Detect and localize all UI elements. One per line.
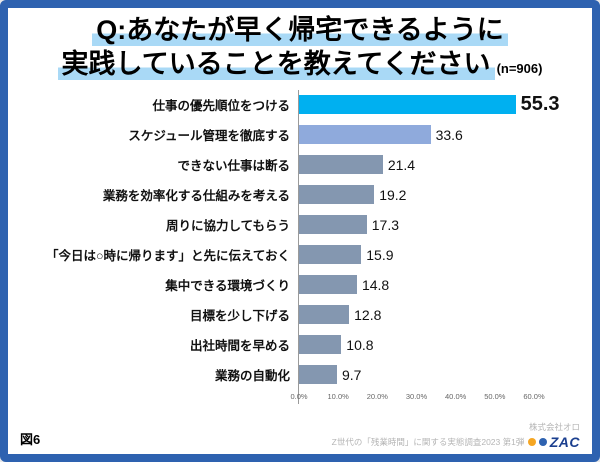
- logo-blue-dot-icon: [538, 438, 547, 446]
- category-label: 目標を少し下げる: [189, 309, 290, 323]
- logo-text: ZAC: [549, 434, 580, 450]
- bar-row: 出社時間を早める 10.8: [8, 329, 592, 360]
- bar: [299, 95, 516, 114]
- bar: [299, 155, 383, 174]
- bar-row: 仕事の優先順位をつける 55.3: [8, 89, 592, 120]
- plot-area: 12.8: [298, 299, 592, 330]
- plot-area: 19.2: [298, 179, 592, 210]
- value-label: 55.3: [520, 93, 560, 115]
- bar: [299, 125, 431, 144]
- category-label: 業務の自動化: [214, 369, 290, 383]
- category-label: 集中できる環境づくり: [165, 279, 290, 293]
- bar-row: 「今日は○時に帰ります」と先に伝えておく 15.9: [8, 239, 592, 270]
- plot-area: 17.3: [298, 209, 592, 240]
- plot-area: 9.7: [298, 359, 592, 390]
- bar-row: 業務を効率化する仕組みを考える 19.2: [8, 179, 592, 210]
- category-label: 出社時間を早める: [189, 339, 290, 353]
- category-label: スケジュール管理を徹底する: [128, 129, 290, 143]
- logo-orange-dot-icon: [527, 438, 536, 446]
- value-label: 9.7: [341, 366, 362, 383]
- x-tick: 20.0%: [366, 391, 388, 401]
- category-label: 「今日は○時に帰ります」と先に伝えておく: [45, 249, 290, 263]
- bar-row: 目標を少し下げる 12.8: [8, 299, 592, 330]
- value-label: 17.3: [371, 216, 399, 233]
- category-label: 周りに協力してもらう: [165, 219, 290, 233]
- x-tick: 50.0%: [484, 391, 506, 401]
- sample-size: (n=906): [496, 60, 543, 76]
- value-label: 15.9: [366, 246, 394, 263]
- plot-area: 21.4: [298, 149, 592, 180]
- bar: [299, 275, 357, 294]
- bar: [299, 245, 362, 264]
- x-tick: 60.0%: [523, 391, 545, 401]
- x-axis: 0.0% 10.0% 20.0% 30.0% 40.0% 50.0% 60.0%: [290, 389, 545, 404]
- figure-label: 図6: [20, 432, 41, 447]
- bar: [299, 215, 367, 234]
- value-label: 33.6: [435, 126, 463, 143]
- plot-area: 33.6: [298, 119, 592, 150]
- value-label: 14.8: [361, 276, 390, 293]
- plot-area: 55.3: [298, 89, 592, 120]
- x-tick: 40.0%: [445, 391, 467, 401]
- category-label: 仕事の優先順位をつける: [152, 99, 290, 113]
- category-label: できない仕事は断る: [177, 159, 290, 173]
- plot-area: 15.9: [298, 239, 592, 270]
- bar-row: スケジュール管理を徹底する 33.6: [8, 119, 592, 150]
- bar-row: 業務の自動化 9.7: [8, 359, 592, 390]
- x-tick: 0.0%: [290, 391, 308, 401]
- survey-note: Z世代の「残業時間」に関する実態調査2023 第1弾: [331, 437, 525, 447]
- brand-block: 株式会社オロ ZAC: [527, 421, 580, 450]
- plot-area: 10.8: [298, 329, 592, 360]
- zac-logo: ZAC: [527, 434, 580, 450]
- value-label: 21.4: [387, 156, 416, 173]
- company-name: 株式会社オロ: [528, 422, 580, 432]
- bar: [299, 365, 337, 384]
- value-label: 10.8: [346, 336, 374, 353]
- bar: [299, 335, 342, 354]
- bar-row: 集中できる環境づくり 14.8: [8, 269, 592, 300]
- bar: [299, 305, 350, 324]
- bar-row: 周りに協力してもらう 17.3: [8, 209, 592, 240]
- bar-row: できない仕事は断る 21.4: [8, 149, 592, 180]
- plot-area: 14.8: [298, 269, 592, 300]
- category-label: 業務を効率化する仕組みを考える: [102, 189, 290, 203]
- chart-title-line1: Q:あなたが早く帰宅できるように: [92, 14, 508, 48]
- bar-chart: 仕事の優先順位をつける 55.3 スケジュール管理を徹底する 33.6 できない…: [8, 89, 592, 404]
- value-label: 12.8: [354, 306, 382, 323]
- chart-title-line2: 実践していることを教えてください: [57, 47, 495, 82]
- x-tick: 30.0%: [405, 391, 428, 401]
- x-tick: 10.0%: [327, 391, 349, 401]
- value-label: 19.2: [379, 186, 407, 203]
- chart-title: Q:あなたが早く帰宅できるように 実践していることを教えてください (n=906): [8, 8, 592, 82]
- bar: [299, 185, 375, 204]
